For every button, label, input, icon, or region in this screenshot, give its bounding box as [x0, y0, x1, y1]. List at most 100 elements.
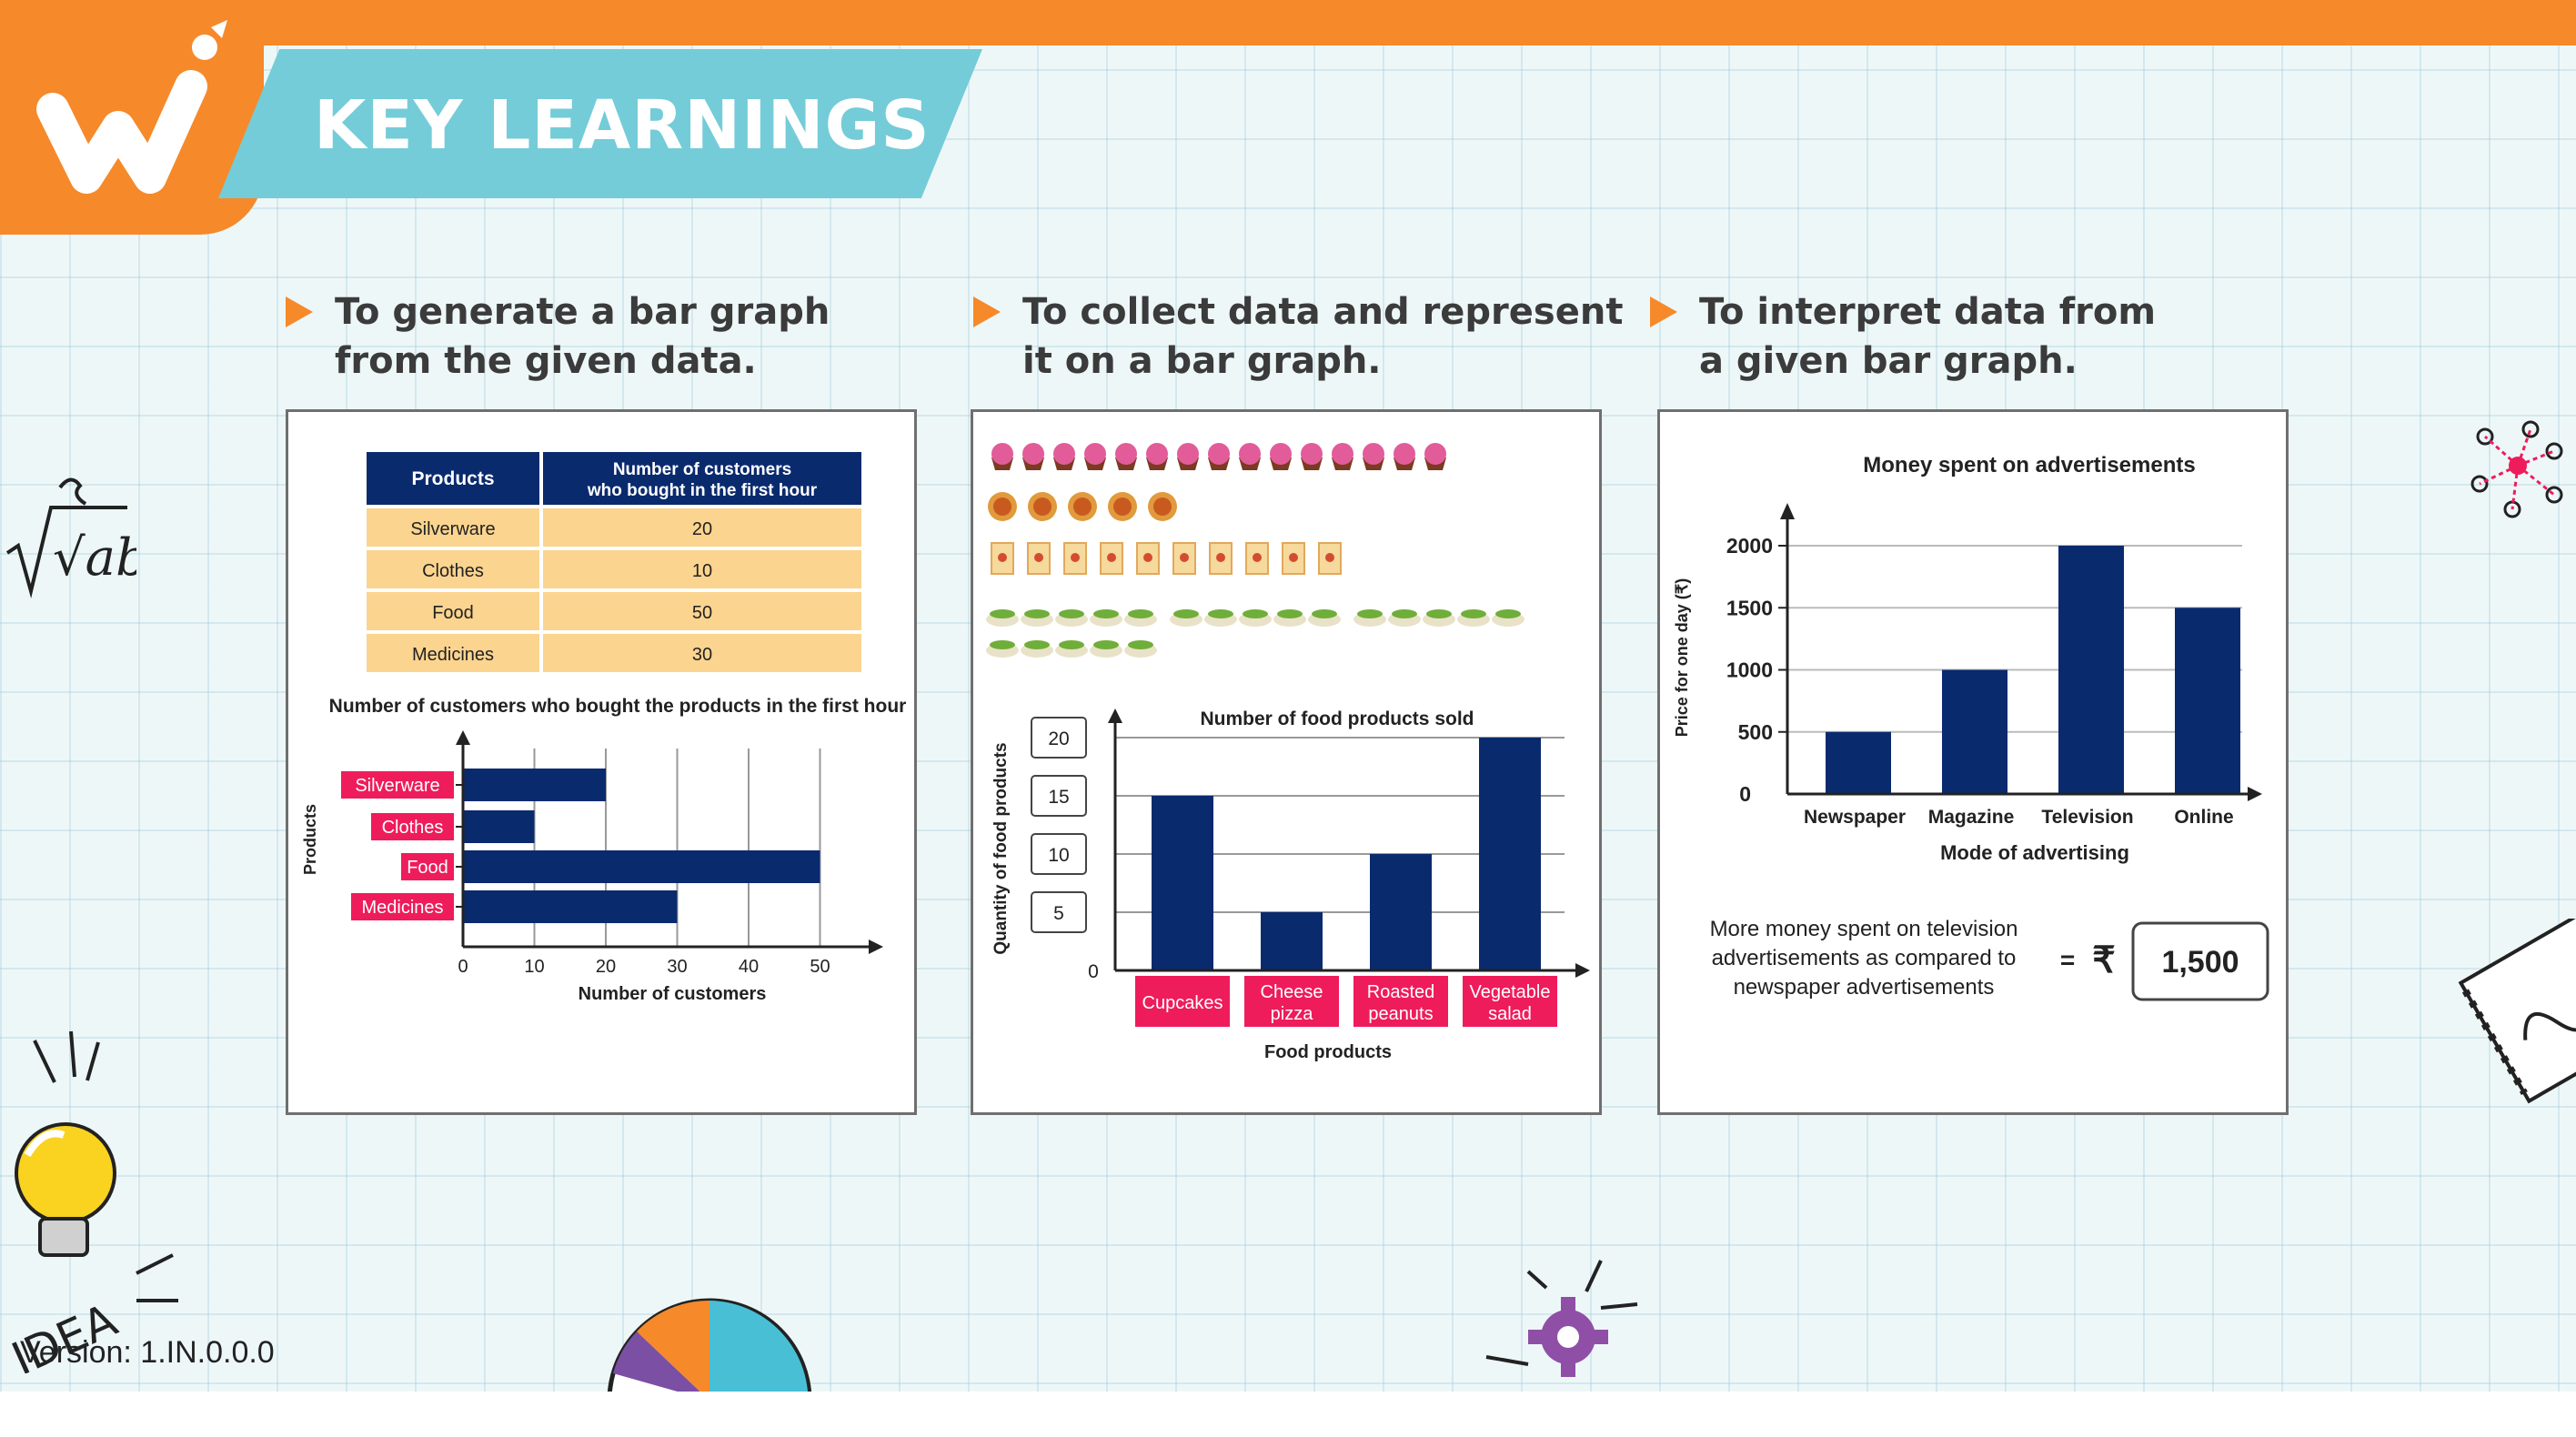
salad-bowl-icon: [1128, 640, 1153, 649]
salad-bowl-icon: [1392, 609, 1417, 618]
y-tick-label: 15: [1048, 787, 1069, 808]
table-header-text: who bought in the first hour: [587, 481, 818, 500]
orange-arrow-icon: [1650, 296, 1677, 327]
y-category-label: Clothes: [382, 818, 444, 838]
y-tick-label: 0: [1739, 782, 1751, 806]
x-category-label: Cupcakes: [1142, 993, 1223, 1013]
cupcake-icon: [1270, 443, 1292, 465]
salad-bowl-icon: [1461, 609, 1486, 618]
notebook-doodle-icon: [2458, 919, 2576, 1104]
x-category-label: Vegetable: [1470, 982, 1551, 1002]
logo-block: [0, 0, 264, 235]
table-cell-text: Silverware: [410, 519, 495, 539]
chart-title: Number of customers who bought the produ…: [329, 696, 907, 717]
panel-interpret-bar-graph: Money spent on advertisements 0 500 1000 15…: [1657, 409, 2289, 1115]
category-tag: [1353, 976, 1448, 1027]
objective-line: To interpret data from: [1699, 291, 2157, 333]
cupcake-icon: [1363, 443, 1384, 465]
y-axis-arrow: [456, 730, 470, 745]
orange-arrow-icon: [973, 296, 1001, 327]
table-header-cell: [367, 452, 539, 505]
y-tick-label: 2000: [1726, 534, 1773, 558]
panel-generate-bar-graph: Products Number of customers who bought in…: [286, 409, 917, 1115]
peanut-pack-icon: [1289, 553, 1298, 562]
title-banner: [218, 49, 982, 198]
x-tick-label: 20: [596, 957, 616, 977]
table-cell: [367, 508, 539, 547]
pizza-icon: [993, 497, 1011, 516]
y-tick-label: 10: [1048, 845, 1069, 866]
y-category-label: Silverware: [355, 776, 439, 796]
vertical-bar-chart: 0 500 1000 1500 2000 Newspaper Magazine Televis…: [1673, 503, 2262, 864]
y-category-label: Food: [407, 858, 448, 878]
y-tick-box: [1031, 891, 1087, 933]
bar: [1942, 669, 2007, 794]
top-orange-bar: [0, 0, 2576, 45]
x-tick-label: 0: [458, 957, 468, 977]
cupcake-icon: [1146, 443, 1168, 465]
x-category-label: Cheese: [1261, 982, 1323, 1002]
orange-arrow-icon: [286, 296, 313, 327]
peanut-pack-icon: [998, 553, 1007, 562]
salad-bowl-icon: [1495, 609, 1521, 618]
bar: [1261, 912, 1323, 970]
bar: [1479, 738, 1541, 970]
question-text: More money spent on television: [1710, 917, 2018, 941]
x-tick-label: 30: [667, 957, 687, 977]
objective-line: To generate a bar graph: [335, 291, 830, 333]
cupcake-icon: [1022, 443, 1044, 465]
peanut-pack-icon: [1107, 553, 1116, 562]
pizza-icon: [1153, 497, 1172, 516]
x-axis-arrow: [1575, 963, 1590, 978]
x-axis-label: Number of customers: [579, 984, 767, 1004]
question-text: advertisements as compared to: [1712, 946, 2017, 970]
slide-canvas: KEY LEARNINGS To generate a bar graph fr…: [0, 0, 2576, 1392]
peanut-pack-icon: [1325, 553, 1334, 562]
table-cell: [367, 592, 539, 630]
salad-bowl-icon: [1243, 609, 1268, 618]
x-category-label: Roasted: [1367, 982, 1435, 1002]
y-tick-label: 5: [1053, 903, 1064, 924]
question-text: newspaper advertisements: [1734, 975, 1995, 1000]
category-tag: [1244, 976, 1339, 1027]
cupcake-icon: [1301, 443, 1323, 465]
y-tick-label: 1500: [1726, 596, 1773, 619]
cupcake-icon: [1115, 443, 1137, 465]
peanut-pack-icon: [1143, 553, 1152, 562]
data-table: Products Number of customers who bought in…: [367, 452, 861, 672]
y-axis-label: Quantity of food products: [991, 742, 1011, 954]
pie-doodle-icon: [607, 1298, 812, 1392]
pictograph: [986, 443, 1524, 658]
peanut-pack-icon: [1071, 553, 1080, 562]
bar: [2175, 608, 2240, 794]
x-axis-label: Mode of advertising: [1940, 841, 2129, 864]
peanut-pack-icon: [1034, 553, 1043, 562]
sqrt-text: √ab: [53, 528, 136, 588]
objective-line: a given bar graph.: [1699, 340, 2078, 382]
salad-bowl-icon: [990, 609, 1015, 618]
network-doodle-icon: [2470, 420, 2563, 518]
objective-heading-3: To interpret data from a given bar graph…: [1650, 287, 2157, 386]
salad-bowl-icon: [990, 640, 1015, 649]
bar: [2058, 546, 2124, 794]
objective-line: To collect data and represent: [1022, 291, 1624, 333]
x-axis-label: Food products: [1264, 1042, 1392, 1062]
y-axis-label: Products: [301, 804, 319, 875]
cupcake-icon: [991, 443, 1013, 465]
x-category-label: Newspaper: [1804, 807, 1906, 828]
salad-bowl-icon: [1093, 609, 1119, 618]
x-category-label: Magazine: [1928, 807, 2015, 828]
salad-bowl-icon: [1312, 609, 1337, 618]
page-title: KEY LEARNINGS: [314, 86, 931, 165]
y-tick-label: 1000: [1726, 658, 1773, 682]
table-cell-text: 50: [692, 603, 712, 623]
objective-line: it on a bar graph.: [1022, 340, 1382, 382]
table-header-cell: [543, 452, 861, 505]
horizontal-bar-chart: 0 10 20 30 40 50 Silverware Clothes Food Medicine…: [301, 730, 883, 1004]
bar: [463, 850, 820, 883]
x-category-label: Television: [2041, 807, 2133, 828]
sqrt-doodle-icon: √ab: [5, 477, 136, 598]
y-tick-label: 20: [1048, 729, 1069, 749]
x-category-label: salad: [1488, 1004, 1532, 1024]
